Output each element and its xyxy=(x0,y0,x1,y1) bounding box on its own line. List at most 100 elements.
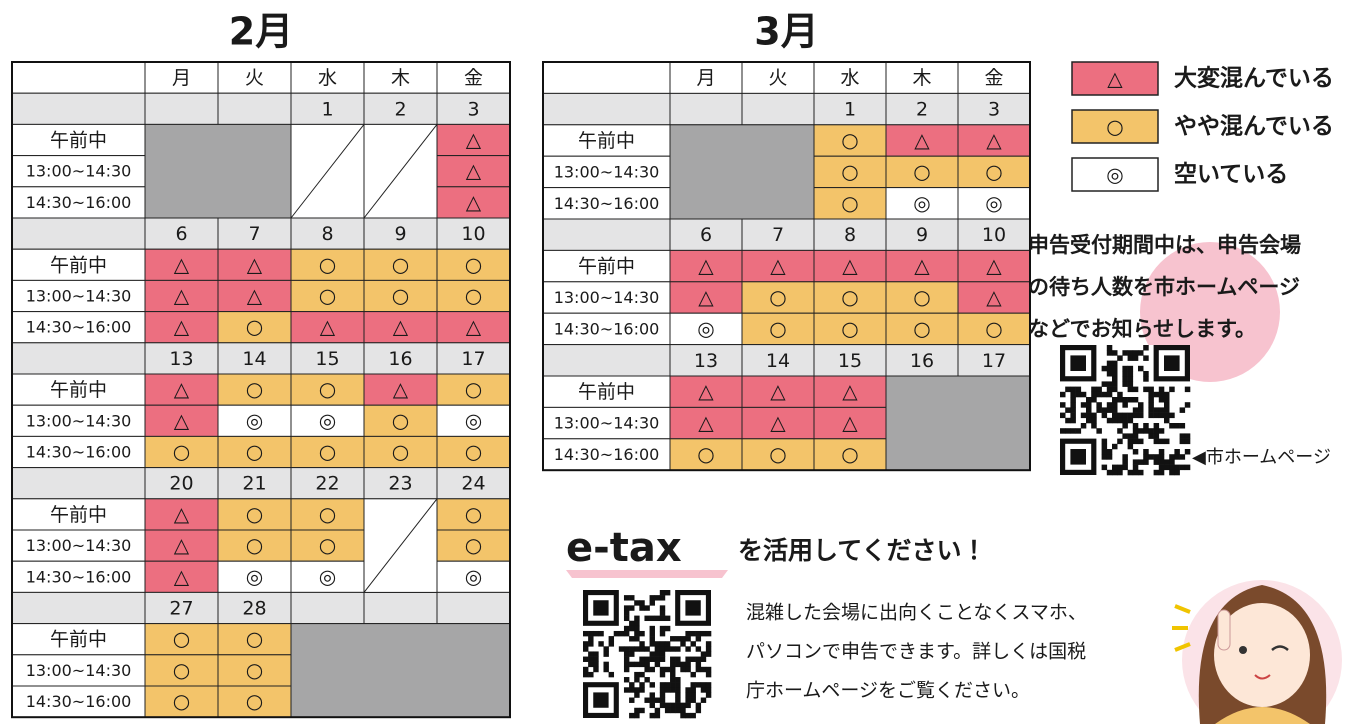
qr-module xyxy=(1138,407,1144,413)
qr-module xyxy=(1070,391,1076,398)
qr-module xyxy=(593,651,599,657)
qr-module xyxy=(700,666,707,673)
cell xyxy=(290,92,365,125)
status: ◎ xyxy=(465,564,482,588)
qr-module xyxy=(1117,464,1123,471)
qr-module xyxy=(1127,350,1134,356)
qr-module xyxy=(1127,433,1134,439)
cell xyxy=(436,186,511,219)
weekday: 木 xyxy=(912,67,931,89)
date: 17 xyxy=(461,348,485,370)
cell xyxy=(144,654,219,687)
cell xyxy=(217,373,292,406)
qr-module xyxy=(1127,365,1134,372)
qr-module xyxy=(670,661,676,668)
qr-module xyxy=(690,641,696,647)
qr-module xyxy=(659,702,666,709)
status: △ xyxy=(986,285,1002,309)
qr-module xyxy=(1143,423,1149,429)
qr-module xyxy=(654,712,661,719)
qr-module xyxy=(675,646,681,652)
qr-module xyxy=(659,590,666,596)
qr-module xyxy=(670,702,676,709)
date: 24 xyxy=(461,473,485,495)
qr-module xyxy=(613,630,620,637)
cell xyxy=(436,342,511,375)
qr-module xyxy=(598,641,604,647)
status: △ xyxy=(174,315,190,339)
qr-module xyxy=(1184,449,1191,455)
qr-module xyxy=(649,630,655,637)
qr-module xyxy=(1153,428,1160,434)
status: ○ xyxy=(319,284,336,308)
cell xyxy=(144,498,219,531)
qr-module xyxy=(1148,397,1154,403)
qr-module xyxy=(639,707,645,714)
qr-module xyxy=(649,651,655,657)
qr-module xyxy=(670,677,676,683)
qr-module xyxy=(675,692,681,698)
status: ○ xyxy=(841,442,858,466)
qr-module xyxy=(634,707,640,714)
cell xyxy=(436,217,511,250)
cell xyxy=(217,560,292,593)
qr-module xyxy=(1112,360,1118,367)
cell xyxy=(957,281,1031,314)
qr-module xyxy=(1179,454,1186,460)
qr-module xyxy=(583,666,589,673)
qr-module xyxy=(649,595,655,601)
qr-module xyxy=(675,656,681,662)
qr-module xyxy=(1070,407,1076,413)
status: ○ xyxy=(841,285,858,309)
qr-module xyxy=(680,712,686,719)
cell xyxy=(11,560,146,593)
qr-module xyxy=(1065,417,1071,424)
qr-module xyxy=(1101,365,1108,372)
cell xyxy=(669,375,743,408)
qr-module xyxy=(1143,449,1149,455)
qr-module xyxy=(629,682,635,688)
qr-module xyxy=(1169,464,1175,471)
cell xyxy=(217,654,292,687)
cell xyxy=(217,92,292,125)
weekday: 火 xyxy=(245,67,264,89)
qr-module xyxy=(1179,464,1186,471)
cell xyxy=(217,685,292,718)
slot-label: 14:30~16:00 xyxy=(26,692,132,711)
qr-module xyxy=(1086,397,1092,403)
slot-label: 14:30~16:00 xyxy=(26,567,132,586)
qr-module xyxy=(1122,417,1128,424)
qr-module xyxy=(685,697,691,703)
qr-module xyxy=(1169,386,1175,393)
date: 7 xyxy=(772,224,784,246)
qr-module xyxy=(1127,381,1134,387)
cell xyxy=(363,404,438,437)
qr-module xyxy=(649,692,655,698)
qr-module xyxy=(1179,438,1186,445)
cell xyxy=(144,404,219,437)
qr-module xyxy=(695,646,702,652)
qr-finder xyxy=(1164,355,1180,371)
qr-module xyxy=(1138,365,1144,372)
qr-module xyxy=(649,615,655,622)
qr-module xyxy=(1127,469,1134,476)
status: ○ xyxy=(697,442,714,466)
qr-module xyxy=(629,646,635,652)
qr-module xyxy=(1122,397,1128,403)
qr-module xyxy=(1184,433,1191,439)
date: 23 xyxy=(388,473,412,495)
status: ◎ xyxy=(319,564,336,588)
status: △ xyxy=(986,254,1002,278)
qr-module xyxy=(664,646,671,652)
qr-module xyxy=(1086,417,1092,424)
cell xyxy=(11,685,146,718)
qr-module xyxy=(664,641,671,647)
qr-module xyxy=(629,625,635,632)
qr-module xyxy=(1117,397,1123,403)
slot-label: 14:30~16:00 xyxy=(26,193,132,212)
cell xyxy=(363,311,438,344)
legend-label: 大変混んでいる xyxy=(1174,66,1334,92)
qr-module xyxy=(639,630,645,637)
qr-module xyxy=(634,712,640,719)
qr-module xyxy=(1143,454,1149,460)
